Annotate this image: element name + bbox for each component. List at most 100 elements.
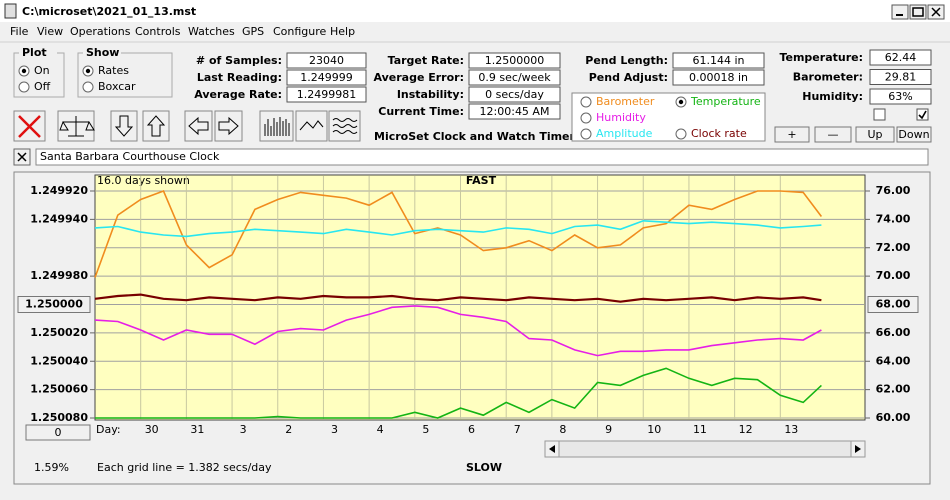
menu-item[interactable]: Configure: [273, 25, 327, 38]
menu-item[interactable]: View: [37, 25, 63, 38]
offset-button[interactable]: [25, 424, 91, 441]
menu-item[interactable]: Watches: [188, 25, 235, 38]
source-label: Humidity: [596, 111, 646, 124]
y2-tick-label: 68.00: [876, 298, 911, 311]
y-tick-label: 1.250040: [30, 354, 88, 367]
field-label: Barometer:: [793, 71, 863, 84]
maximize-glyph: [912, 7, 924, 17]
clear-icon: [18, 115, 41, 138]
button[interactable]: [896, 126, 932, 143]
y-tick-label: 1.249920: [30, 184, 88, 197]
field-value: 61.144 in: [692, 54, 744, 67]
field-value: 0.9 sec/week: [478, 71, 551, 84]
field-box: [468, 103, 561, 120]
source-radio[interactable]: [580, 128, 592, 140]
source-label: Temperature: [690, 95, 761, 108]
window-controls: [891, 4, 945, 20]
window-title: C:\microset\2021_01_13.mst: [22, 5, 196, 18]
source-label: Barometer: [596, 95, 655, 108]
field-value: 29.81: [885, 71, 917, 84]
scroll-right-glyph: [855, 445, 861, 453]
x-tick-label: 30: [145, 423, 159, 436]
scroll-track[interactable]: [544, 440, 866, 458]
balance-icon: [59, 116, 95, 137]
source-radio[interactable]: [580, 112, 592, 124]
x-tick-label: 4: [377, 423, 384, 436]
source-label: Amplitude: [596, 127, 653, 140]
x-tick-label: 13: [784, 423, 798, 436]
group-box: [77, 52, 173, 98]
series-line: [94, 293, 822, 303]
menu-item[interactable]: Operations: [70, 25, 131, 38]
field-value: 1.2499981: [297, 88, 357, 101]
radio-dot: [85, 68, 91, 74]
field-value: 63%: [888, 90, 912, 103]
button[interactable]: [814, 126, 852, 143]
source-radio[interactable]: [675, 128, 687, 140]
button-label: Up: [867, 128, 882, 141]
series-line: [95, 367, 822, 419]
reference-button[interactable]: [867, 296, 919, 313]
menu-item[interactable]: File: [10, 25, 29, 38]
clock-name-field[interactable]: [35, 148, 929, 166]
field-box: [286, 69, 367, 86]
field-value: 23040: [309, 54, 344, 67]
menu-item[interactable]: GPS: [242, 25, 264, 38]
source-box: [571, 92, 766, 142]
checkbox[interactable]: [873, 108, 886, 121]
minimize-button[interactable]: [891, 4, 909, 20]
group-label-bg: [19, 46, 57, 58]
button[interactable]: [855, 126, 895, 143]
field-label: Target Rate:: [388, 54, 464, 67]
reference-button[interactable]: [17, 296, 91, 313]
x-tick-label: 3: [331, 423, 338, 436]
up-icon: [146, 115, 166, 137]
app-icon: [4, 3, 17, 19]
field-box: [672, 69, 765, 86]
y-tick-label: 1.250060: [30, 383, 88, 396]
field-value: 1.2500000: [485, 54, 545, 67]
y2-tick-label: 66.00: [876, 326, 911, 339]
series-line: [94, 219, 822, 238]
field-box: [468, 52, 561, 69]
days-shown: 16.0 days shown: [97, 174, 190, 187]
field-label: Current Time:: [378, 105, 464, 118]
field-value: 0.00018 in: [689, 71, 748, 84]
y-tick-label: 1.250020: [30, 326, 88, 339]
field-box: [869, 49, 932, 66]
x-tick-label: 7: [514, 423, 521, 436]
field-value: 0 secs/day: [485, 88, 544, 101]
source-radio-dot: [678, 99, 684, 105]
field-label: Temperature:: [779, 51, 863, 64]
close-clock-glyph: [17, 152, 27, 162]
toolbar: [13, 110, 361, 142]
wave-icon: [332, 118, 358, 134]
check-mark: [918, 110, 927, 120]
field-box: [468, 69, 561, 86]
series-line: [94, 189, 823, 278]
menu-item[interactable]: Help: [330, 25, 355, 38]
radio[interactable]: [82, 81, 94, 93]
field-label: Last Reading:: [197, 71, 282, 84]
field-box: [672, 52, 765, 69]
source-radio[interactable]: [580, 96, 592, 108]
field-label: Instability:: [397, 88, 464, 101]
group-label: Plot: [22, 46, 47, 59]
scrollbar: [544, 440, 866, 458]
field-box: [869, 69, 932, 85]
button-label: —: [828, 128, 839, 141]
field-label: Pend Adjust:: [589, 71, 668, 84]
field-value: 1.249999: [300, 71, 353, 84]
y2-tick-label: 72.00: [876, 241, 911, 254]
line-icon: [299, 120, 324, 131]
x-tick-label: 31: [190, 423, 204, 436]
status-percent: 1.59%: [34, 461, 69, 474]
grid-footer: Each grid line = 1.382 secs/day: [97, 461, 272, 474]
button[interactable]: [774, 126, 810, 143]
x-tick-label: 12: [739, 423, 753, 436]
menu-item[interactable]: Controls: [135, 25, 181, 38]
radio[interactable]: [18, 81, 30, 93]
checkbox[interactable]: [916, 108, 929, 121]
offset-label: 0: [55, 426, 62, 439]
clock-name: Santa Barbara Courthouse Clock: [40, 150, 220, 163]
